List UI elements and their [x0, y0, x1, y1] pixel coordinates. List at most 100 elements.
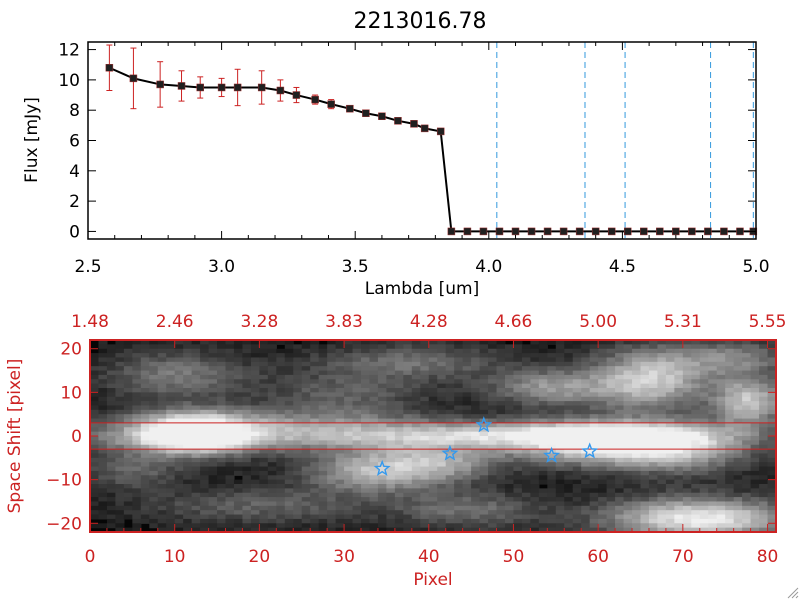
- image-pixel: [699, 505, 709, 511]
- image-pixel: [513, 357, 523, 363]
- image-pixel: [581, 422, 591, 428]
- image-pixel: [572, 457, 582, 463]
- image-pixel: [445, 414, 455, 420]
- image-pixel: [564, 418, 574, 424]
- image-pixel: [183, 392, 193, 398]
- image-pixel: [759, 501, 769, 507]
- image-pixel: [674, 505, 684, 511]
- image-pixel: [90, 409, 100, 415]
- image-pixel: [208, 392, 218, 398]
- image-pixel: [555, 440, 565, 446]
- image-pixel: [598, 383, 608, 389]
- image-pixel: [140, 422, 150, 428]
- image-pixel: [250, 457, 260, 463]
- image-pixel: [191, 431, 201, 437]
- image-pixel: [471, 344, 481, 350]
- image-pixel: [564, 427, 574, 433]
- image-pixel: [284, 466, 294, 472]
- image-pixel: [479, 453, 489, 459]
- image-pixel: [538, 497, 548, 503]
- image-pixel: [352, 357, 362, 363]
- image-pixel: [250, 361, 260, 367]
- image-pixel: [521, 418, 531, 424]
- image-pixel: [462, 348, 472, 354]
- image-pixel: [530, 518, 540, 524]
- image-pixel: [352, 436, 362, 441]
- resize-grip-icon[interactable]: [787, 587, 799, 599]
- image-pixel: [174, 514, 184, 520]
- image-pixel: [369, 462, 379, 468]
- image-pixel: [318, 353, 328, 359]
- image-pixel: [242, 348, 252, 354]
- image-pixel: [445, 409, 455, 415]
- image-pixel: [301, 453, 311, 459]
- image-pixel: [394, 374, 404, 380]
- image-pixel: [623, 401, 633, 407]
- image-pixel: [742, 440, 752, 446]
- image-pixel: [615, 505, 625, 511]
- image-pixel: [377, 379, 388, 385]
- image-pixel: [742, 505, 752, 511]
- image-pixel: [606, 514, 616, 520]
- image-pixel: [90, 405, 100, 411]
- image-pixel: [479, 492, 489, 498]
- image-pixel: [699, 440, 709, 446]
- image-pixel: [352, 518, 362, 524]
- image-pixel: [106, 383, 117, 389]
- image-pixel: [454, 392, 464, 398]
- image-pixel: [750, 388, 760, 393]
- image-pixel: [708, 348, 718, 354]
- image-pixel: [488, 466, 498, 472]
- image-pixel: [318, 418, 328, 424]
- image-pixel: [250, 396, 260, 402]
- image-pixel: [149, 453, 159, 459]
- image-pixel: [394, 527, 404, 532]
- image-pixel: [445, 492, 455, 498]
- image-pixel: [335, 457, 345, 463]
- image-pixel: [581, 374, 591, 380]
- image-pixel: [699, 457, 709, 463]
- image-pixel: [174, 357, 184, 363]
- image-pixel: [191, 422, 201, 428]
- image-pixel: [648, 340, 659, 345]
- image-pixel: [276, 470, 286, 476]
- image-pixel: [386, 344, 396, 350]
- image-pixel: [208, 510, 218, 516]
- image-pixel: [733, 514, 743, 520]
- image-pixel: [115, 418, 125, 424]
- image-pixel: [132, 510, 142, 516]
- image-pixel: [479, 527, 489, 532]
- image-pixel: [699, 510, 709, 516]
- image-pixel: [344, 431, 354, 437]
- image-pixel: [589, 422, 599, 428]
- image-pixel: [682, 497, 692, 503]
- image-pixel: [759, 418, 769, 424]
- image-pixel: [674, 457, 684, 463]
- image-pixel: [742, 409, 752, 415]
- image-pixel: [606, 436, 616, 441]
- image-pixel: [767, 370, 776, 376]
- image-pixel: [377, 527, 388, 532]
- image-pixel: [767, 510, 776, 516]
- image-pixel: [606, 366, 616, 372]
- image-pixel: [166, 466, 176, 472]
- image-pixel: [166, 436, 176, 441]
- image-pixel: [140, 370, 150, 376]
- image-pixel: [90, 379, 100, 385]
- bottom-tick-label: 10: [164, 547, 186, 567]
- image-pixel: [589, 436, 599, 441]
- image-pixel: [725, 383, 735, 389]
- image-pixel: [174, 392, 184, 398]
- image-pixel: [462, 431, 472, 437]
- image-pixel: [200, 462, 210, 468]
- image-pixel: [250, 370, 260, 376]
- image-pixel: [665, 370, 675, 376]
- image-pixel: [301, 484, 311, 489]
- image-pixel: [589, 396, 599, 402]
- image-pixel: [589, 366, 599, 372]
- image-pixel: [437, 414, 447, 420]
- image-pixel: [657, 379, 667, 385]
- image-pixel: [725, 396, 735, 402]
- image-pixel: [445, 348, 455, 354]
- image-pixel: [674, 401, 684, 407]
